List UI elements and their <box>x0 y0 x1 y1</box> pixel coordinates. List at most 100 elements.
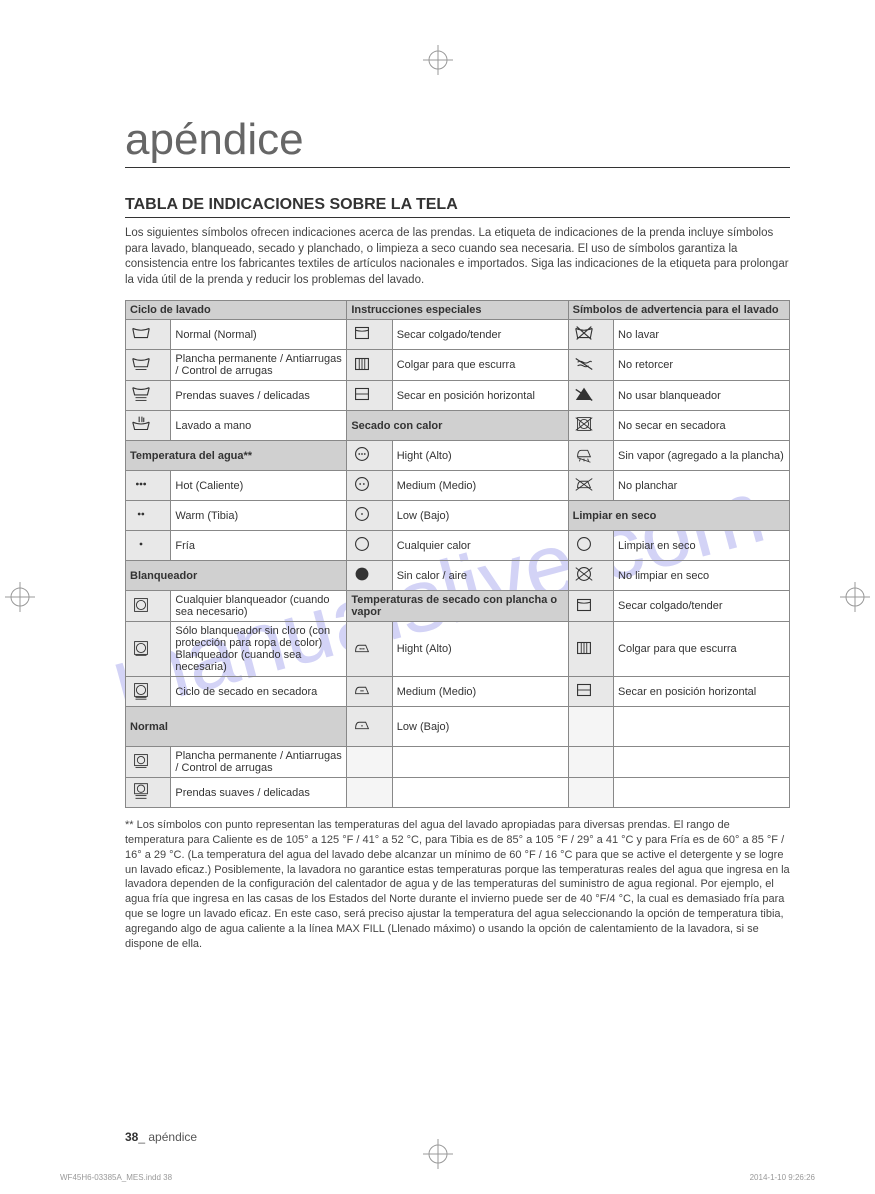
iron-medium-icon <box>347 677 392 707</box>
perm-press-icon <box>126 350 171 381</box>
empty-label-1 <box>614 707 790 747</box>
section-heading: TABLA DE INDICACIONES SOBRE LA TELA <box>125 196 790 218</box>
dry-low-label: Low (Bajo) <box>392 501 568 531</box>
empty-label-3 <box>614 747 790 778</box>
flat-dry2-icon <box>568 677 613 707</box>
empty-label-2 <box>392 747 568 778</box>
wash-normal-icon <box>126 320 171 350</box>
page-title: apéndice <box>125 115 790 168</box>
no-heat-icon <box>347 561 392 591</box>
dry-medium-icon <box>347 471 392 501</box>
dry-perm-press-label: Plancha permanente / Antiarrugas / Contr… <box>171 747 347 778</box>
empty-cell-3 <box>568 747 613 778</box>
no-wash-label: No lavar <box>614 320 790 350</box>
no-dry-clean-label: No limpiar en seco <box>614 561 790 591</box>
empty-label-4 <box>392 778 568 808</box>
delicate-wash-label: Prendas suaves / delicadas <box>171 381 347 411</box>
cold-water-icon <box>126 531 171 561</box>
iron-low-icon <box>347 707 392 747</box>
no-tumble-dry-icon <box>568 411 613 441</box>
doc-date: 2014-1-10 9:26:26 <box>750 1173 815 1182</box>
hand-wash-icon <box>126 411 171 441</box>
no-wring-icon <box>568 350 613 381</box>
line-dry2-label: Secar colgado/tender <box>614 591 790 622</box>
header-wash-cycle: Ciclo de lavado <box>126 301 347 320</box>
dry-delicate-icon <box>126 778 171 808</box>
line-dry-icon <box>347 320 392 350</box>
no-wring-label: No retorcer <box>614 350 790 381</box>
no-iron-label: No planchar <box>614 471 790 501</box>
header-dry-clean: Limpiar en seco <box>568 501 789 531</box>
header-normal: Normal <box>126 707 347 747</box>
flat-dry2-label: Secar en posición horizontal <box>614 677 790 707</box>
header-warning-symbols: Símbolos de advertencia para el lavado <box>568 301 789 320</box>
cold-water-label: Fría <box>171 531 347 561</box>
tumble-dry-label: Ciclo de secado en secadora <box>171 677 347 707</box>
dry-perm-press-icon <box>126 747 171 778</box>
dry-clean-icon <box>568 531 613 561</box>
crop-mark-bottom <box>423 1139 453 1169</box>
no-steam-label: Sin vapor (agregado a la plancha) <box>614 441 790 471</box>
header-iron-temp: Temperaturas de secado con plancha o vap… <box>347 591 568 622</box>
dry-high-label: Hight (Alto) <box>392 441 568 471</box>
dry-low-icon <box>347 501 392 531</box>
flat-dry-icon <box>347 381 392 411</box>
page-section-label: apéndice <box>148 1130 197 1144</box>
warm-water-icon <box>126 501 171 531</box>
header-bleach: Blanqueador <box>126 561 347 591</box>
no-iron-icon <box>568 471 613 501</box>
iron-high-icon <box>347 622 392 677</box>
non-chlorine-bleach-icon <box>126 622 171 677</box>
no-tumble-dry-label: No secar en secadora <box>614 411 790 441</box>
iron-high-label: Hight (Alto) <box>392 622 568 677</box>
hot-water-label: Hot (Caliente) <box>171 471 347 501</box>
drip-dry-label: Colgar para que escurra <box>392 350 568 381</box>
wash-normal-label: Normal (Normal) <box>171 320 347 350</box>
delicate-wash-icon <box>126 381 171 411</box>
dry-high-icon <box>347 441 392 471</box>
no-steam-icon <box>568 441 613 471</box>
header-special-instructions: Instrucciones especiales <box>347 301 568 320</box>
empty-cell-5 <box>568 778 613 808</box>
perm-press-label: Plancha permanente / Antiarrugas / Contr… <box>171 350 347 381</box>
intro-paragraph: Los siguientes símbolos ofrecen indicaci… <box>125 226 790 288</box>
doc-id: WF45H6-03385A_MES.indd 38 <box>60 1173 172 1182</box>
page-number: 38 <box>125 1130 138 1144</box>
any-heat-icon <box>347 531 392 561</box>
tumble-dry-icon <box>126 677 171 707</box>
line-dry2-icon <box>568 591 613 622</box>
any-bleach-icon <box>126 591 171 622</box>
no-bleach-icon <box>568 381 613 411</box>
page-footer: 38_ apéndice <box>125 1130 197 1144</box>
no-wash-icon <box>568 320 613 350</box>
dry-medium-label: Medium (Medio) <box>392 471 568 501</box>
no-dry-clean-icon <box>568 561 613 591</box>
warm-water-label: Warm (Tibia) <box>171 501 347 531</box>
header-heat-dry: Secado con calor <box>347 411 568 441</box>
dry-delicate-label: Prendas suaves / delicadas <box>171 778 347 808</box>
no-bleach-label: No usar blanqueador <box>614 381 790 411</box>
empty-cell-2 <box>347 747 392 778</box>
drip-dry-icon <box>347 350 392 381</box>
drip-dry2-icon <box>568 622 613 677</box>
any-bleach-label: Cualquier blanqueador (cuando sea necesa… <box>171 591 347 622</box>
non-chlorine-bleach-label: Sólo blanqueador sin cloro (con protecci… <box>171 622 347 677</box>
line-dry-label: Secar colgado/tender <box>392 320 568 350</box>
no-heat-label: Sin calor / aire <box>392 561 568 591</box>
drip-dry2-label: Colgar para que escurra <box>614 622 790 677</box>
hot-water-icon <box>126 471 171 501</box>
iron-medium-label: Medium (Medio) <box>392 677 568 707</box>
document-footer: WF45H6-03385A_MES.indd 38 2014-1-10 9:26… <box>60 1173 815 1182</box>
fabric-care-table: Ciclo de lavado Instrucciones especiales… <box>125 300 790 808</box>
empty-cell-4 <box>347 778 392 808</box>
iron-low-label: Low (Bajo) <box>392 707 568 747</box>
any-heat-label: Cualquier calor <box>392 531 568 561</box>
footnote-text: ** Los símbolos con punto representan la… <box>125 818 790 952</box>
hand-wash-label: Lavado a mano <box>171 411 347 441</box>
dry-clean-label: Limpiar en seco <box>614 531 790 561</box>
empty-label-5 <box>614 778 790 808</box>
empty-cell-1 <box>568 707 613 747</box>
header-water-temp: Temperatura del agua** <box>126 441 347 471</box>
flat-dry-label: Secar en posición horizontal <box>392 381 568 411</box>
page-content: apéndice TABLA DE INDICACIONES SOBRE LA … <box>0 0 875 1012</box>
